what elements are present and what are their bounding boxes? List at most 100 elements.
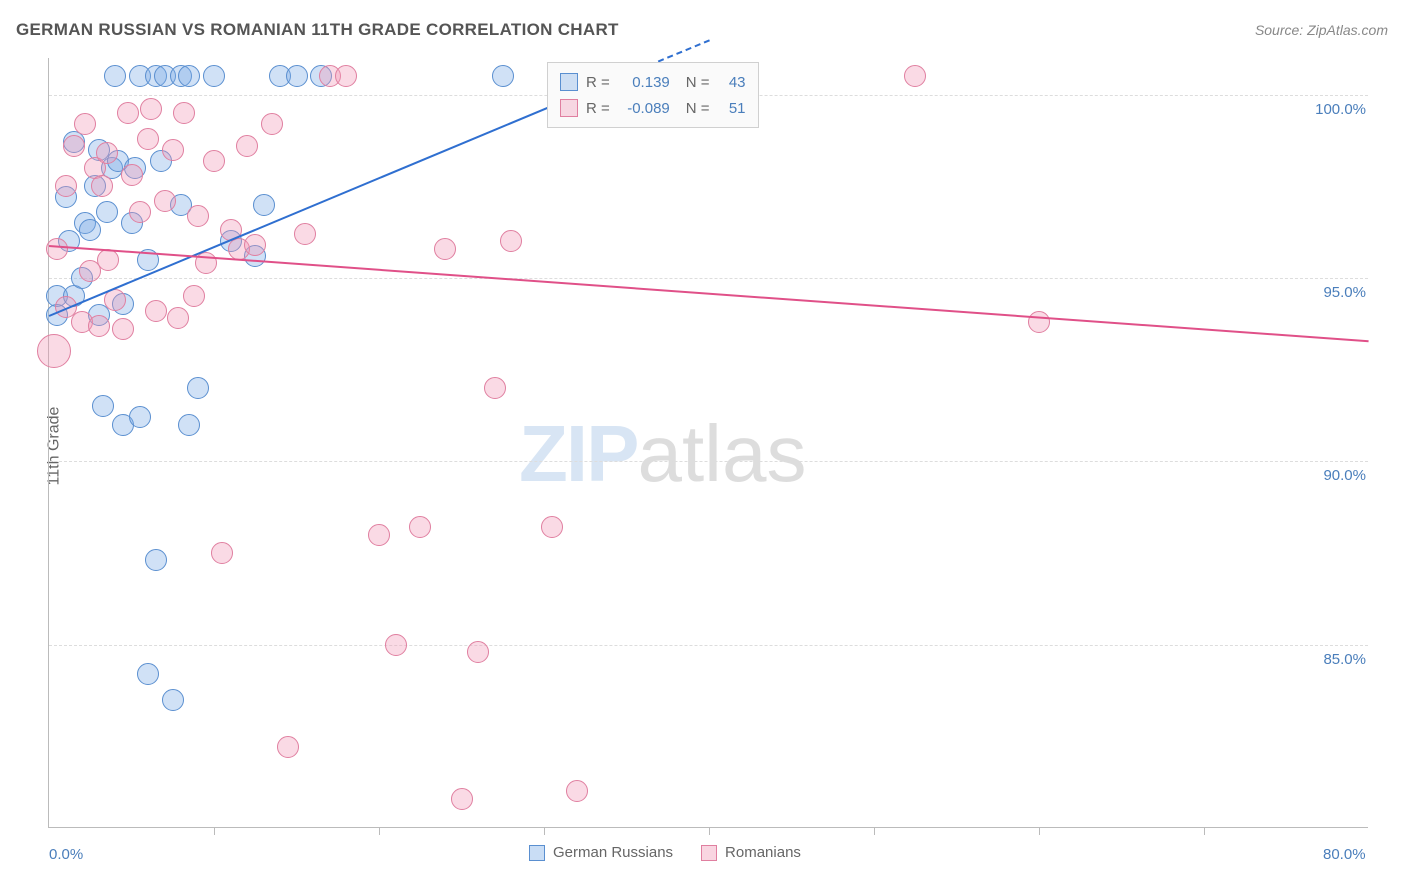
data-point [129,406,151,428]
data-point [92,395,114,417]
data-point [74,113,96,135]
data-point [566,780,588,802]
data-point [277,736,299,758]
data-point [137,663,159,685]
legend-row: R = -0.089 N = 51 [560,95,746,121]
x-tick-label: 80.0% [1323,846,1366,863]
legend-label: German Russians [553,844,673,861]
data-point [162,139,184,161]
legend-item: German Russians [529,844,673,861]
gridline [49,461,1368,462]
watermark-part2: atlas [637,409,806,498]
data-point [112,318,134,340]
data-point [129,201,151,223]
data-point [409,516,431,538]
data-point [385,634,407,656]
data-point [500,230,522,252]
data-point [178,414,200,436]
data-point [46,238,68,260]
data-point [187,205,209,227]
legend-row: R = 0.139 N = 43 [560,69,746,95]
legend-item: Romanians [701,844,801,861]
data-point [467,641,489,663]
data-point [96,142,118,164]
data-point [154,190,176,212]
x-tick-mark [1039,827,1040,835]
r-label: R = [586,74,610,91]
watermark-part1: ZIP [519,409,637,498]
x-tick-mark [379,827,380,835]
data-point [37,334,71,368]
data-point [434,238,456,260]
legend-label: Romanians [725,844,801,861]
data-point [492,65,514,87]
data-point [187,377,209,399]
n-label: N = [686,100,710,117]
data-point [335,65,357,87]
data-point [484,377,506,399]
data-point [96,201,118,223]
data-point [137,128,159,150]
correlation-legend: R = 0.139 N = 43 R = -0.089 N = 51 [547,62,759,128]
data-point [904,65,926,87]
data-point [121,164,143,186]
y-tick-label: 90.0% [1319,467,1370,484]
r-label: R = [586,100,610,117]
data-point [167,307,189,329]
gridline [49,645,1368,646]
n-value: 51 [718,100,746,117]
x-tick-mark [1204,827,1205,835]
data-point [117,102,139,124]
data-point [178,65,200,87]
legend-swatch [701,845,717,861]
y-tick-label: 85.0% [1319,651,1370,668]
r-value: -0.089 [618,100,670,117]
data-point [91,175,113,197]
gridline [49,278,1368,279]
data-point [294,223,316,245]
data-point [145,549,167,571]
r-value: 0.139 [618,74,670,91]
n-value: 43 [718,74,746,91]
data-point [140,98,162,120]
data-point [104,65,126,87]
data-point [261,113,283,135]
y-tick-label: 100.0% [1311,101,1370,118]
legend-swatch [529,845,545,861]
data-point [203,150,225,172]
data-point [162,689,184,711]
data-point [451,788,473,810]
data-point [173,102,195,124]
y-tick-label: 95.0% [1319,284,1370,301]
data-point [1028,311,1050,333]
data-point [55,175,77,197]
data-point [244,234,266,256]
data-point [79,219,101,241]
data-point [183,285,205,307]
data-point [286,65,308,87]
data-point [97,249,119,271]
scatter-plot-area: ZIPatlas 85.0%90.0%95.0%100.0%0.0%80.0%R… [48,58,1368,828]
data-point [236,135,258,157]
x-tick-mark [874,827,875,835]
series-legend: German Russians Romanians [529,844,801,861]
watermark: ZIPatlas [519,408,806,500]
data-point [145,300,167,322]
legend-swatch [560,99,578,117]
data-point [203,65,225,87]
data-point [63,135,85,157]
legend-swatch [560,73,578,91]
x-tick-mark [544,827,545,835]
data-point [368,524,390,546]
chart-title: GERMAN RUSSIAN VS ROMANIAN 11TH GRADE CO… [16,20,619,40]
data-point [211,542,233,564]
source-attribution: Source: ZipAtlas.com [1255,22,1388,38]
x-tick-mark [709,827,710,835]
data-point [541,516,563,538]
data-point [253,194,275,216]
x-tick-mark [214,827,215,835]
data-point [88,315,110,337]
x-tick-label: 0.0% [49,846,83,863]
n-label: N = [686,74,710,91]
trend-line [49,245,1369,342]
